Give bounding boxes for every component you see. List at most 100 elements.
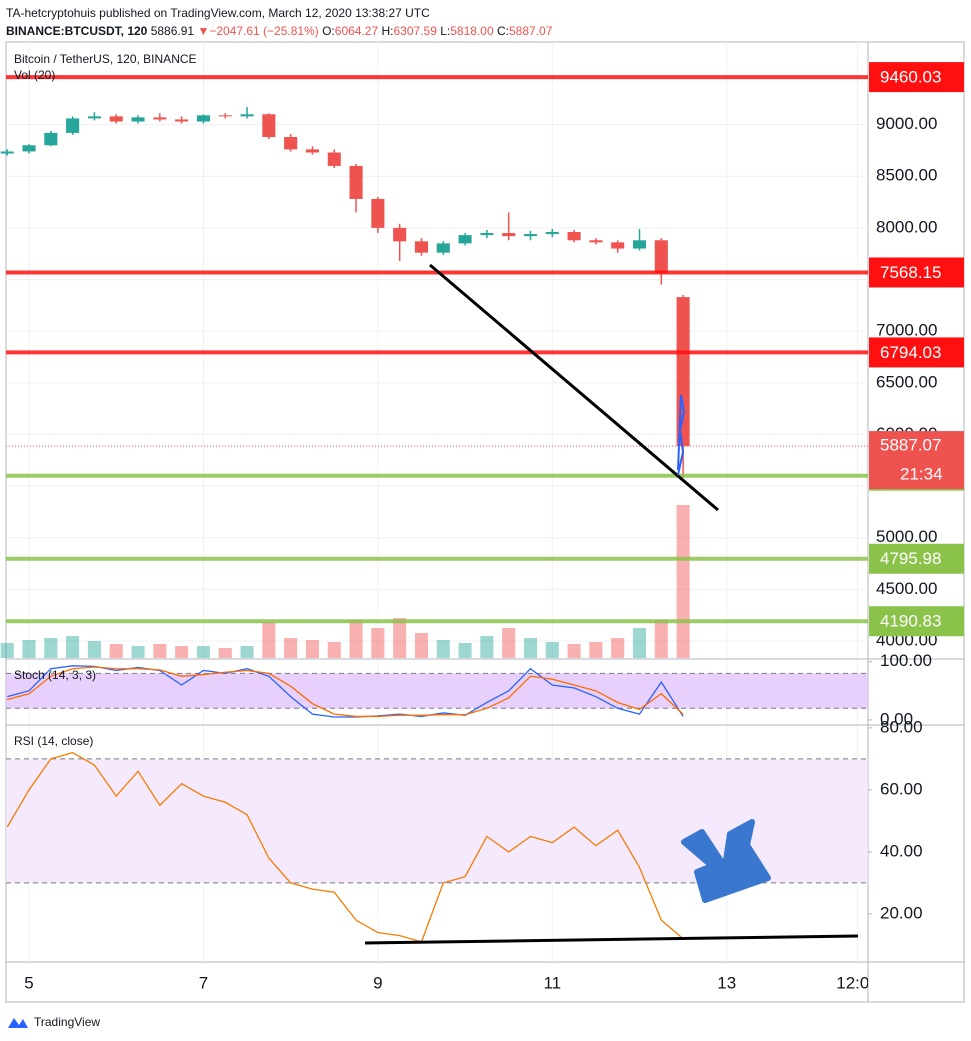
- candle-body: [175, 119, 189, 122]
- price: 5886.91: [150, 24, 195, 38]
- volume-bar: [153, 644, 167, 658]
- countdown: 21:34: [900, 465, 943, 484]
- pane-title: Stoch (14, 3, 3): [14, 668, 96, 682]
- volume-bar: [458, 643, 472, 658]
- l: 5818.00: [450, 24, 494, 38]
- series-line: [6, 751, 684, 943]
- pane-title: RSI (14, close): [14, 734, 93, 748]
- volume-bar: [44, 638, 58, 658]
- candle-body: [654, 240, 668, 274]
- volume-bar: [502, 628, 516, 658]
- candle-body: [589, 240, 603, 243]
- volume-bar: [0, 643, 14, 658]
- volume-bar: [327, 642, 341, 658]
- c: 5887.07: [508, 24, 553, 38]
- volume-bar: [22, 640, 36, 658]
- pane-title: Bitcoin / TetherUS, 120, BINANCE: [14, 52, 197, 66]
- publisher: TA-hetcryptohuis published on TradingVie…: [6, 6, 430, 20]
- level-label: 4190.83: [880, 612, 941, 631]
- candle-body: [109, 116, 123, 122]
- rsi-trend-line: [364, 934, 859, 945]
- series-line: [7, 665, 684, 718]
- volume-bar: [262, 622, 276, 658]
- x-tick-label: 13: [717, 973, 736, 992]
- volume-bar: [523, 638, 538, 658]
- y-tick-label: 40.00: [880, 841, 923, 860]
- volume-bar: [240, 646, 254, 658]
- y-tick-label: 100.00: [880, 651, 932, 670]
- volume-bar: [545, 642, 559, 658]
- level-label: 6794.03: [880, 343, 941, 362]
- x-tick-label: 11: [543, 973, 561, 992]
- arrow: ▼: [197, 24, 210, 38]
- plot-layer: 579111312:004000.004500.005000.005500.00…: [0, 42, 964, 1002]
- volume-bar: [654, 620, 668, 658]
- volume-bar: [196, 646, 210, 658]
- y-tick-label: 0.00: [880, 709, 913, 728]
- h-label: H:: [381, 24, 394, 38]
- candle-body: [632, 240, 647, 249]
- level-label: 4795.98: [880, 549, 941, 568]
- candle-body: [349, 165, 363, 199]
- candle-body: [153, 117, 167, 120]
- candle-body: [567, 232, 581, 241]
- y-tick-label: 7000.00: [876, 321, 937, 340]
- footer-logo: TradingView: [8, 1015, 100, 1029]
- volume-bar: [414, 633, 429, 658]
- y-tick-label: 80.00: [880, 717, 923, 736]
- candle-body: [436, 243, 450, 253]
- candle-body: [502, 233, 516, 237]
- logo-icon: [8, 1018, 28, 1028]
- quote-line: BINANCE:BTCUSDT, 120 5886.91 ▼−2047.61 (…: [6, 22, 552, 40]
- candle-body: [22, 145, 36, 152]
- volume-bar: [567, 644, 581, 658]
- candle-body: [87, 116, 101, 119]
- volume-bar: [589, 642, 603, 658]
- candle-body: [545, 232, 559, 235]
- volume-bar: [305, 640, 320, 658]
- x-tick-label: 9: [373, 973, 382, 992]
- x-tick-label: 12:00: [836, 973, 879, 992]
- volume-bar: [284, 638, 298, 658]
- level-label-box: [869, 337, 964, 368]
- volume-bar: [349, 620, 363, 658]
- level-label-box: [869, 62, 964, 93]
- volume-bar: [131, 646, 145, 658]
- candle-body: [676, 297, 690, 447]
- h: 6307.59: [393, 24, 437, 38]
- band-fill: [6, 673, 868, 709]
- volume-bar: [436, 640, 450, 658]
- volume-bar: [632, 628, 647, 658]
- level-label: 9460.03: [880, 68, 941, 87]
- footer-brand: TradingView: [34, 1015, 100, 1029]
- trend-line: [429, 263, 719, 512]
- c-label: C:: [496, 24, 509, 38]
- candle-body: [480, 233, 494, 236]
- blue-arrow: [681, 819, 771, 903]
- header: TA-hetcryptohuis published on TradingVie…: [6, 4, 552, 40]
- symbol: BINANCE:BTCUSDT, 120: [6, 24, 148, 38]
- x-tick-label: 7: [199, 973, 208, 992]
- y-tick-label: 4500.00: [876, 579, 937, 598]
- y-tick-label: 8000.00: [876, 217, 937, 236]
- candle-body: [196, 115, 210, 122]
- frame: [5, 41, 965, 1003]
- candle-body: [371, 198, 385, 228]
- candle-body: [458, 235, 472, 244]
- x-tick-label: 5: [24, 973, 33, 992]
- candle-body: [523, 234, 538, 237]
- volume-bar: [393, 618, 407, 658]
- l-label: L:: [440, 24, 451, 38]
- candle-body: [218, 115, 232, 117]
- level-label-box: [869, 257, 964, 288]
- o-label: O:: [322, 24, 335, 38]
- candle-body: [131, 117, 145, 122]
- candle-body: [240, 114, 254, 117]
- candle-body: [0, 151, 14, 154]
- candle-body: [327, 152, 341, 166]
- volume-bar: [371, 628, 385, 658]
- volume-bar: [480, 636, 494, 658]
- candle-body: [44, 132, 58, 146]
